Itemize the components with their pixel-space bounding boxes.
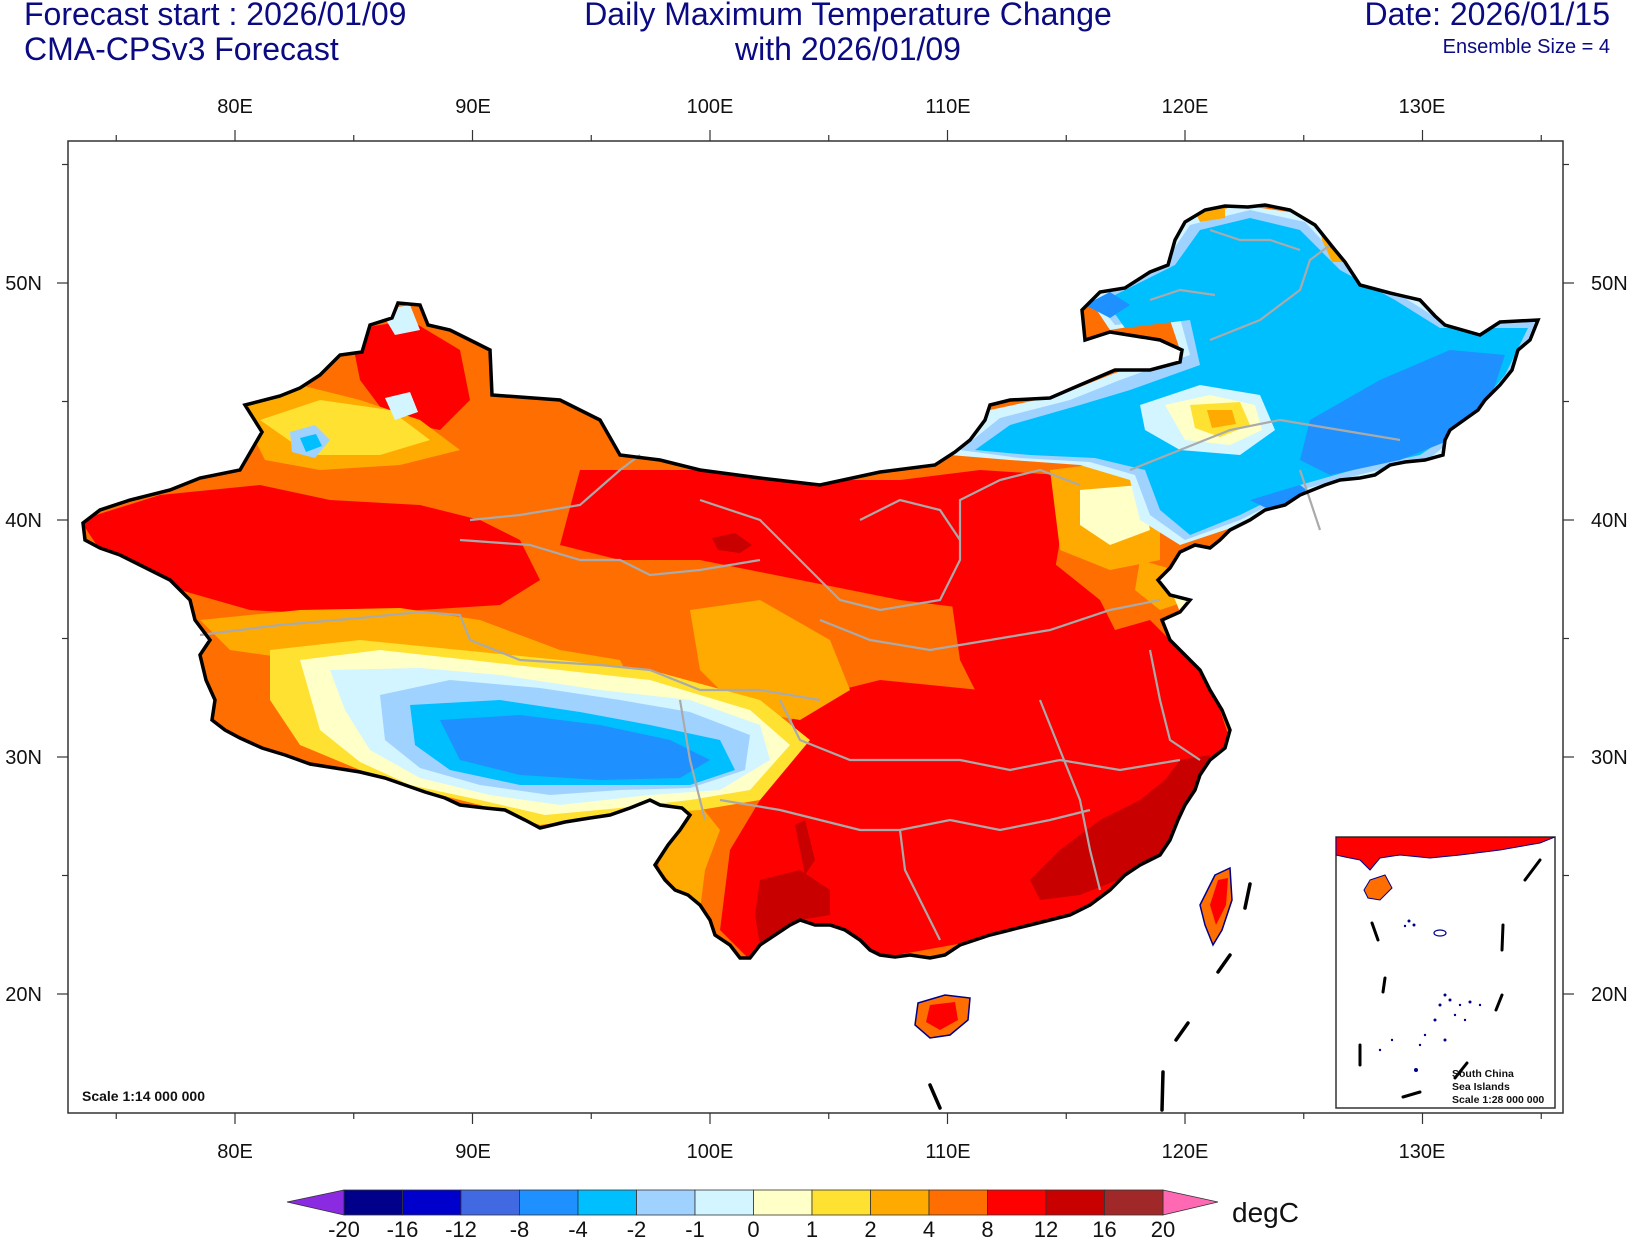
colorbar-box [1045,1189,1105,1216]
hainan-island-core [926,1002,958,1030]
colorbar-box [811,1189,871,1216]
colorbar-tick-label: -2 [627,1217,647,1241]
province-boundaries [199,228,1401,941]
date-label: Date: 2026/01/15 [1364,0,1610,32]
colorbar-tick-label: 0 [747,1217,759,1241]
field-xj-spot-c [385,392,418,420]
inset-boundary [1358,858,1542,1099]
lat-label-left: 40N [5,510,42,532]
main-scale-label: Scale 1:14 000 000 [82,1088,205,1104]
field-yunnan-strip-8-to-12 [795,820,815,875]
colorbar-box [694,1189,754,1216]
colorbar-tick-label: -8 [510,1217,530,1241]
colorbar-box [577,1189,637,1216]
colorbar-under-arrow [286,1189,345,1216]
colorbar-over-arrow [1162,1189,1219,1216]
colorbar: -20 -16 -12 -8 -4 -2 -1 0 1 2 4 8 12 16 20 degC [286,1189,1299,1241]
lat-label-left: 20N [5,984,42,1006]
chart-title: Daily Maximum Temperature Change [584,0,1112,32]
colorbar-tick-label: 20 [1151,1217,1175,1241]
inset-title-line2: Sea Islands [1452,1081,1510,1093]
lat-label-right: 20N [1591,984,1628,1006]
lon-label-bottom: 80E [217,1141,253,1163]
colorbar-unit-label: degC [1232,1197,1299,1228]
lat-labels-left: 50N 40N 30N 20N [5,273,42,1006]
field-central-4-to-8 [950,520,1120,720]
colorbar-box [636,1189,696,1216]
lat-label-right: 50N [1591,273,1628,295]
colorbar-box [1104,1189,1164,1216]
colorbar-box [870,1189,930,1216]
colorbar-tick-label: -20 [328,1217,360,1241]
colorbar-tick-label: -1 [685,1217,705,1241]
field-tibet-neg12-to-neg8 [440,715,710,780]
lat-label-left: 50N [5,273,42,295]
inset-hainan [1363,874,1393,901]
inset-frame [1335,836,1556,1109]
maritime-boundary [928,882,1252,1112]
colorbar-tick-label: 1 [806,1217,818,1241]
lon-label-bottom: 120E [1162,1141,1209,1163]
inset-mainland [1336,837,1555,871]
colorbar-box [928,1189,988,1216]
colorbar-box [343,1189,403,1216]
colorbar-tick-label: -12 [445,1217,477,1241]
lon-label-top: 130E [1399,96,1446,118]
lon-labels-bottom: 80E 90E 100E 110E 120E 130E [217,1141,1445,1163]
lon-ticks-top [115,130,1542,141]
lon-ticks-bottom [115,1113,1542,1124]
south-china-sea-inset: South China Sea Islands Scale 1:28 000 0… [1335,836,1556,1109]
ensemble-size-label: Ensemble Size = 4 [1442,36,1610,58]
field-gansu-spot-8-to-12 [712,533,752,553]
chart-subtitle: with 2026/01/09 [735,31,961,67]
colorbar-tick-label: 8 [981,1217,993,1241]
field-beijing-neg1-to-0 [1080,485,1150,545]
field-ne-spot-1 [1207,410,1236,428]
colorbar-box [753,1189,813,1216]
inset-title-line1: South China [1452,1068,1514,1080]
colorbar-tick-label: 4 [923,1217,935,1241]
inset-scale-label: Scale 1:28 000 000 [1452,1094,1544,1106]
field-north-4-to-8 [350,320,470,430]
colorbar-box [460,1189,520,1216]
colorbar-tick-label: -16 [387,1217,419,1241]
taiwan-island-core [1210,878,1228,925]
lat-label-right: 30N [1591,747,1628,769]
field-northeast-neg12-to-neg8-west [1085,292,1130,318]
model-label: CMA-CPSv3 Forecast [24,31,339,67]
lon-label-bottom: 130E [1399,1141,1446,1163]
colorbar-tick-label: -4 [568,1217,588,1241]
lat-label-left: 30N [5,747,42,769]
lon-label-bottom: 100E [687,1141,734,1163]
field-northeast-neg12-to-neg8-east [1300,350,1505,475]
lon-label-bottom: 90E [455,1141,491,1163]
colorbar-tick-label: 16 [1092,1217,1116,1241]
field-fujian-8-to-12 [1030,755,1215,900]
forecast-start-label: Forecast start : 2026/01/09 [24,0,407,32]
colorbar-tick-label: 12 [1034,1217,1058,1241]
field-yunnan-8-to-12 [755,870,830,945]
lon-label-top: 90E [455,96,491,118]
colorbar-box [987,1189,1047,1216]
inset-islands [1378,919,1482,1072]
colorbar-box [402,1189,462,1216]
colorbar-box [519,1189,579,1216]
field-gansu-4-to-8 [560,470,1060,610]
field-xinjiang-4-to-8 [83,485,540,615]
lat-label-right: 40N [1591,510,1628,532]
lon-label-top: 110E [925,96,970,118]
colorbar-tick-label: 2 [864,1217,876,1241]
lon-label-top: 120E [1162,96,1209,118]
lon-label-top: 100E [687,96,734,118]
lon-label-bottom: 110E [925,1141,970,1163]
lon-label-top: 80E [217,96,253,118]
lat-labels-right: 50N 40N 30N 20N [1591,273,1628,1006]
lat-ticks [57,163,1574,995]
field-xj-spot-b [300,434,322,452]
lon-labels-top: 80E 90E 100E 110E 120E 130E [217,96,1445,118]
